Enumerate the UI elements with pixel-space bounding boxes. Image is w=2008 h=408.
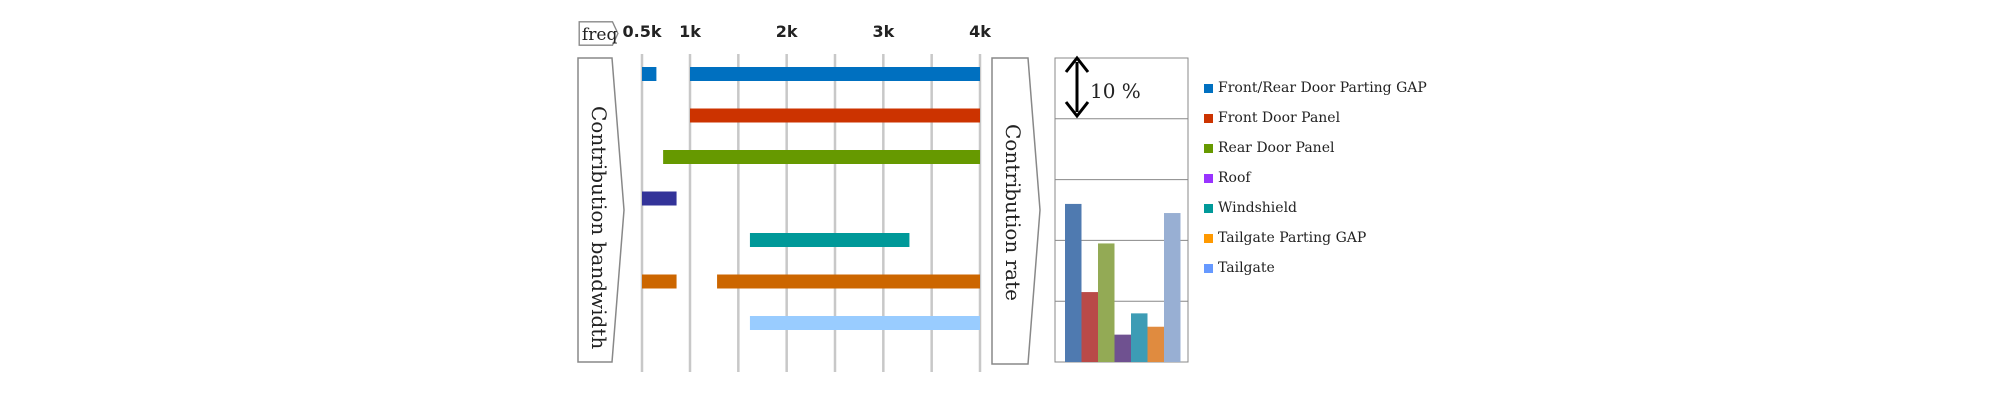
bandwidth-bar	[642, 67, 657, 81]
bandwidth-bars	[642, 67, 980, 330]
bandwidth-bar	[642, 191, 677, 206]
legend-label: Front Door Panel	[1218, 110, 1341, 126]
legend-label: Roof	[1218, 170, 1251, 186]
x-tick-label: 0.5k	[622, 22, 662, 41]
x-tick-label: 2k	[775, 22, 798, 41]
legend-label: Tailgate Parting GAP	[1218, 230, 1367, 246]
rate-bar	[1131, 313, 1148, 362]
legend-label: Rear Door Panel	[1218, 140, 1335, 156]
bandwidth-bar	[642, 274, 677, 289]
rate-bar	[1065, 203, 1082, 362]
legend-swatch	[1204, 264, 1213, 273]
bandwidth-bar	[663, 150, 980, 164]
legend-swatch	[1204, 234, 1213, 243]
bandwidth-bar	[717, 274, 980, 289]
legend-label: Tailgate	[1218, 260, 1275, 276]
legend-swatch	[1204, 84, 1213, 93]
legend-swatch	[1204, 144, 1213, 153]
bandwidth-bar	[749, 233, 910, 247]
legend-label: Windshield	[1218, 200, 1298, 216]
rate-axis-label-box: Contribution rate	[991, 57, 1041, 365]
rate-axis-label: Contribution rate	[1001, 124, 1025, 301]
legend-label: Front/Rear Door Parting GAP	[1218, 80, 1427, 96]
rate-bar	[1147, 326, 1164, 362]
legend-swatch	[1204, 114, 1213, 123]
rate-bar	[1081, 292, 1098, 362]
x-tick-label: 1k	[679, 22, 701, 41]
rate-bar	[1098, 243, 1115, 362]
rate-bar	[1164, 213, 1181, 362]
bandwidth-axis-label-box: Contribution bandwidth	[577, 57, 625, 363]
bandwidth-bar	[690, 67, 980, 81]
rate-bars	[1065, 203, 1181, 362]
bandwidth-bar	[690, 108, 980, 123]
rate-bar	[1114, 334, 1131, 362]
legend-swatch	[1204, 174, 1213, 183]
x-tick-label: 4k	[969, 22, 991, 41]
freq-label-box: freq	[578, 21, 619, 46]
ten-percent-arrow	[1064, 55, 1090, 119]
freq-label: freq	[582, 25, 618, 45]
bandwidth-axis-label: Contribution bandwidth	[587, 106, 611, 349]
ten-percent-annotation: 10 %	[1090, 79, 1141, 103]
bandwidth-bar	[749, 316, 980, 330]
legend-swatch	[1204, 204, 1213, 213]
x-tick-label: 3k	[872, 22, 895, 41]
